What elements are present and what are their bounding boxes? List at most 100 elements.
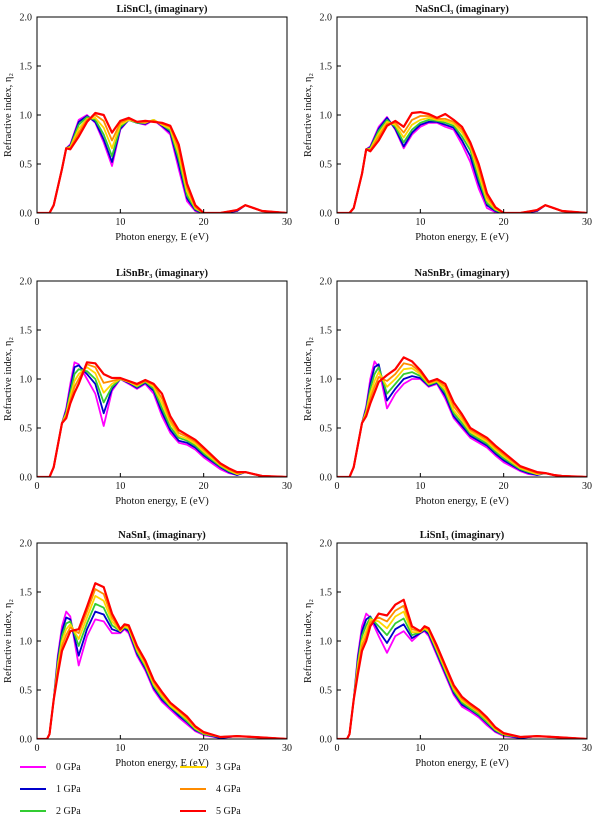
y-axis-label: Refractive index, η₂ bbox=[3, 337, 14, 421]
y-axis-label: Refractive index, η₂ bbox=[3, 73, 14, 157]
y-tick-label: 1.0 bbox=[20, 375, 33, 386]
x-tick-label: 30 bbox=[282, 481, 292, 492]
legend-item-5gpa: 5 GPa bbox=[180, 803, 241, 819]
series-line-5-gpa bbox=[37, 361, 287, 477]
y-axis-label: Refractive index, η₂ bbox=[303, 599, 314, 683]
x-axis-label: Photon energy, E (eV) bbox=[415, 758, 509, 769]
y-tick-label: 1.0 bbox=[20, 637, 33, 648]
x-tick-label: 10 bbox=[415, 743, 425, 754]
plot-frame bbox=[336, 542, 588, 740]
series-group bbox=[37, 582, 287, 739]
series-line-1-gpa bbox=[337, 615, 587, 739]
series-line-3-gpa bbox=[337, 367, 587, 477]
x-axis-label: Photon energy, E (eV) bbox=[115, 232, 209, 243]
y-tick-label: 0.0 bbox=[20, 735, 33, 746]
chart-title: NaSnBr₃ (imaginary) bbox=[414, 268, 510, 279]
y-tick-label: 2.0 bbox=[20, 13, 33, 24]
x-tick-label: 30 bbox=[582, 481, 592, 492]
x-tick-label: 0 bbox=[35, 743, 40, 754]
legend-item-0gpa: 0 GPa bbox=[20, 759, 81, 775]
series-line-3-gpa bbox=[337, 117, 587, 213]
series-group bbox=[337, 110, 587, 213]
y-tick-label: 2.0 bbox=[320, 539, 333, 550]
x-tick-label: 20 bbox=[199, 481, 209, 492]
legend-label-0gpa: 0 GPa bbox=[56, 761, 81, 773]
legend-item-1gpa: 1 GPa bbox=[20, 781, 81, 797]
plot-frame bbox=[36, 16, 288, 214]
x-tick-label: 0 bbox=[335, 481, 340, 492]
y-tick-label: 1.5 bbox=[20, 326, 33, 337]
x-tick-label: 10 bbox=[415, 217, 425, 228]
x-tick-label: 0 bbox=[335, 743, 340, 754]
x-tick-label: 0 bbox=[35, 217, 40, 228]
series-group bbox=[37, 361, 287, 477]
series-line-5-gpa bbox=[337, 110, 587, 213]
series-line-5-gpa bbox=[37, 582, 287, 739]
x-tick-label: 20 bbox=[199, 743, 209, 754]
y-tick-label: 0.0 bbox=[320, 209, 333, 220]
y-tick-label: 0.0 bbox=[320, 735, 333, 746]
y-tick-label: 1.5 bbox=[320, 62, 333, 73]
legend-label-4gpa: 4 GPa bbox=[216, 783, 241, 795]
chart-panel-1: 0.0 0.5 1.0 1.5 2.0 0 10 20 30 LiSnCl₃ (imaginary… bbox=[3, 4, 292, 243]
x-tick-label: 30 bbox=[582, 217, 592, 228]
y-tick-label: 1.0 bbox=[320, 637, 333, 648]
y-tick-label: 0.5 bbox=[320, 686, 333, 697]
x-tick-label: 0 bbox=[335, 217, 340, 228]
chart-panel-6: 0.0 0.5 1.0 1.5 2.0 0 10 20 30 LiSnI₃ (imaginary)… bbox=[303, 530, 592, 769]
x-tick-label: 10 bbox=[415, 481, 425, 492]
x-axis-label: Photon energy, E (eV) bbox=[115, 496, 209, 507]
y-tick-label: 1.5 bbox=[320, 326, 333, 337]
chart-title: LiSnI₃ (imaginary) bbox=[420, 530, 505, 541]
x-tick-label: 30 bbox=[282, 217, 292, 228]
series-line-2-gpa bbox=[337, 616, 587, 739]
y-tick-label: 1.0 bbox=[320, 375, 333, 386]
x-axis-label: Photon energy, E (eV) bbox=[115, 758, 209, 769]
y-tick-label: 0.0 bbox=[20, 209, 33, 220]
x-tick-label: 10 bbox=[115, 217, 125, 228]
x-tick-label: 20 bbox=[499, 743, 509, 754]
y-tick-label: 2.0 bbox=[20, 539, 33, 550]
series-line-5-gpa bbox=[37, 111, 287, 213]
y-tick-label: 0.5 bbox=[320, 424, 333, 435]
chart-title: LiSnCl₃ (imaginary) bbox=[117, 4, 208, 15]
legend: 0 GPa 1 GPa 2 GPa 3 GPa 4 GPa 5 GPa bbox=[20, 759, 320, 825]
series-group bbox=[37, 111, 287, 213]
y-axis-label: Refractive index, η₂ bbox=[303, 73, 314, 157]
x-axis-label: Photon energy, E (eV) bbox=[415, 232, 509, 243]
y-tick-label: 1.5 bbox=[320, 588, 333, 599]
legend-swatch-2gpa bbox=[20, 810, 46, 812]
series-line-3-gpa bbox=[37, 366, 287, 477]
legend-label-3gpa: 3 GPa bbox=[216, 761, 241, 773]
y-tick-label: 0.0 bbox=[320, 473, 333, 484]
series-line-0-gpa bbox=[337, 612, 587, 739]
chart-panel-2: 0.0 0.5 1.0 1.5 2.0 0 10 20 30 NaSnCl₃ (imaginary… bbox=[303, 4, 592, 243]
y-tick-label: 1.0 bbox=[320, 111, 333, 122]
y-tick-label: 0.5 bbox=[320, 160, 333, 171]
x-tick-label: 20 bbox=[499, 217, 509, 228]
y-tick-label: 0.0 bbox=[20, 473, 33, 484]
y-tick-label: 0.5 bbox=[20, 686, 33, 697]
x-tick-label: 30 bbox=[282, 743, 292, 754]
y-axis-label: Refractive index, η₂ bbox=[303, 337, 314, 421]
y-axis-label: Refractive index, η₂ bbox=[3, 599, 14, 683]
series-line-3-gpa bbox=[337, 610, 587, 739]
series-line-0-gpa bbox=[37, 114, 287, 213]
series-line-5-gpa bbox=[337, 598, 587, 739]
series-line-5-gpa bbox=[337, 356, 587, 477]
chart-title: NaSnI₃ (imaginary) bbox=[118, 530, 206, 541]
series-line-4-gpa bbox=[337, 115, 587, 213]
y-tick-label: 0.5 bbox=[20, 160, 33, 171]
legend-swatch-3gpa bbox=[180, 766, 206, 768]
chart-panel-5: 0.0 0.5 1.0 1.5 2.0 0 10 20 30 NaSnI₃ (imaginary)… bbox=[3, 530, 292, 769]
plot-frame bbox=[36, 280, 288, 478]
series-line-4-gpa bbox=[37, 588, 287, 739]
y-tick-label: 2.0 bbox=[320, 13, 333, 24]
y-tick-label: 1.5 bbox=[20, 62, 33, 73]
x-tick-label: 30 bbox=[582, 743, 592, 754]
legend-swatch-1gpa bbox=[20, 788, 46, 790]
chart-panel-4: 0.0 0.5 1.0 1.5 2.0 0 10 20 30 NaSnBr₃ (imaginary… bbox=[303, 268, 592, 507]
series-line-2-gpa bbox=[37, 602, 287, 739]
y-tick-label: 1.5 bbox=[20, 588, 33, 599]
